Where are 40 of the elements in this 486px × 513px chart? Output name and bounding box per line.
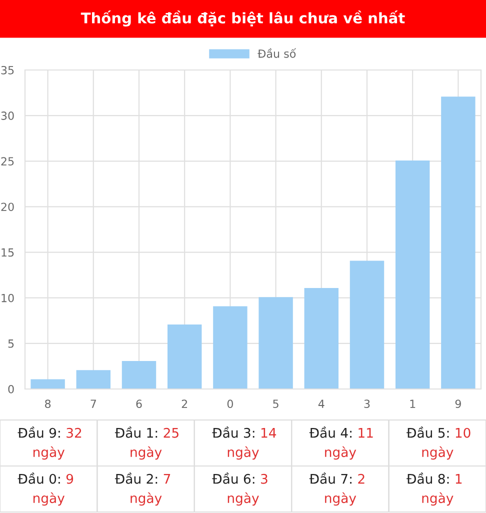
x-tick-label: 2 (182, 400, 188, 408)
x-tick-label: 1 (410, 400, 416, 408)
y-tick-label: 15 (2, 248, 14, 257)
text: Đầu 5: 10 ngày (406, 426, 470, 460)
y-tick-label: 25 (1, 157, 14, 166)
text: Đầu 7: 2 ngày (309, 472, 364, 506)
bar (167, 324, 202, 389)
bar (258, 297, 293, 389)
bar (213, 306, 248, 389)
x-tick-label: 4 (318, 400, 324, 408)
x-tick-label: 7 (90, 400, 96, 408)
bar (76, 370, 111, 389)
legend-label: Đầu số (258, 48, 296, 58)
y-tick-label: 5 (8, 340, 14, 348)
y-tick-label: 35 (1, 66, 14, 74)
bar (441, 96, 476, 389)
bar (395, 160, 430, 389)
y-tick-label: 0 (8, 384, 14, 394)
bar (122, 360, 156, 389)
bar (304, 288, 339, 389)
text: Đầu 0: 9 ngày (18, 472, 74, 506)
text: Đầu 4: 11 ngày (309, 426, 373, 460)
x-tick-label: 9 (455, 400, 461, 408)
y-tick-label: 10 (2, 294, 14, 302)
x-tick-label: 5 (273, 400, 278, 408)
text: Đầu 1: 25 ngày (114, 426, 178, 460)
bar (350, 260, 384, 389)
text: Đầu 3: 14 ngày (212, 426, 276, 460)
x-tick-label: 3 (364, 400, 370, 408)
text: Đầu 8: 1 ngày (406, 472, 462, 506)
y-tick-label: 20 (1, 202, 14, 212)
y-tick-label: 30 (1, 112, 14, 120)
text: Đầu 2: 7 ngày (114, 472, 170, 506)
text: Đầu 9: 32 ngày (18, 426, 82, 460)
x-tick-label: 0 (227, 400, 233, 408)
text: Đầu 6: 3 ngày (212, 472, 268, 506)
x-tick-label: 6 (136, 400, 142, 408)
chart-title: Thống kê đầu đặc biệt lâu chưa về nhất (80, 10, 405, 26)
x-tick-label: 8 (45, 400, 51, 408)
bar (30, 379, 65, 389)
